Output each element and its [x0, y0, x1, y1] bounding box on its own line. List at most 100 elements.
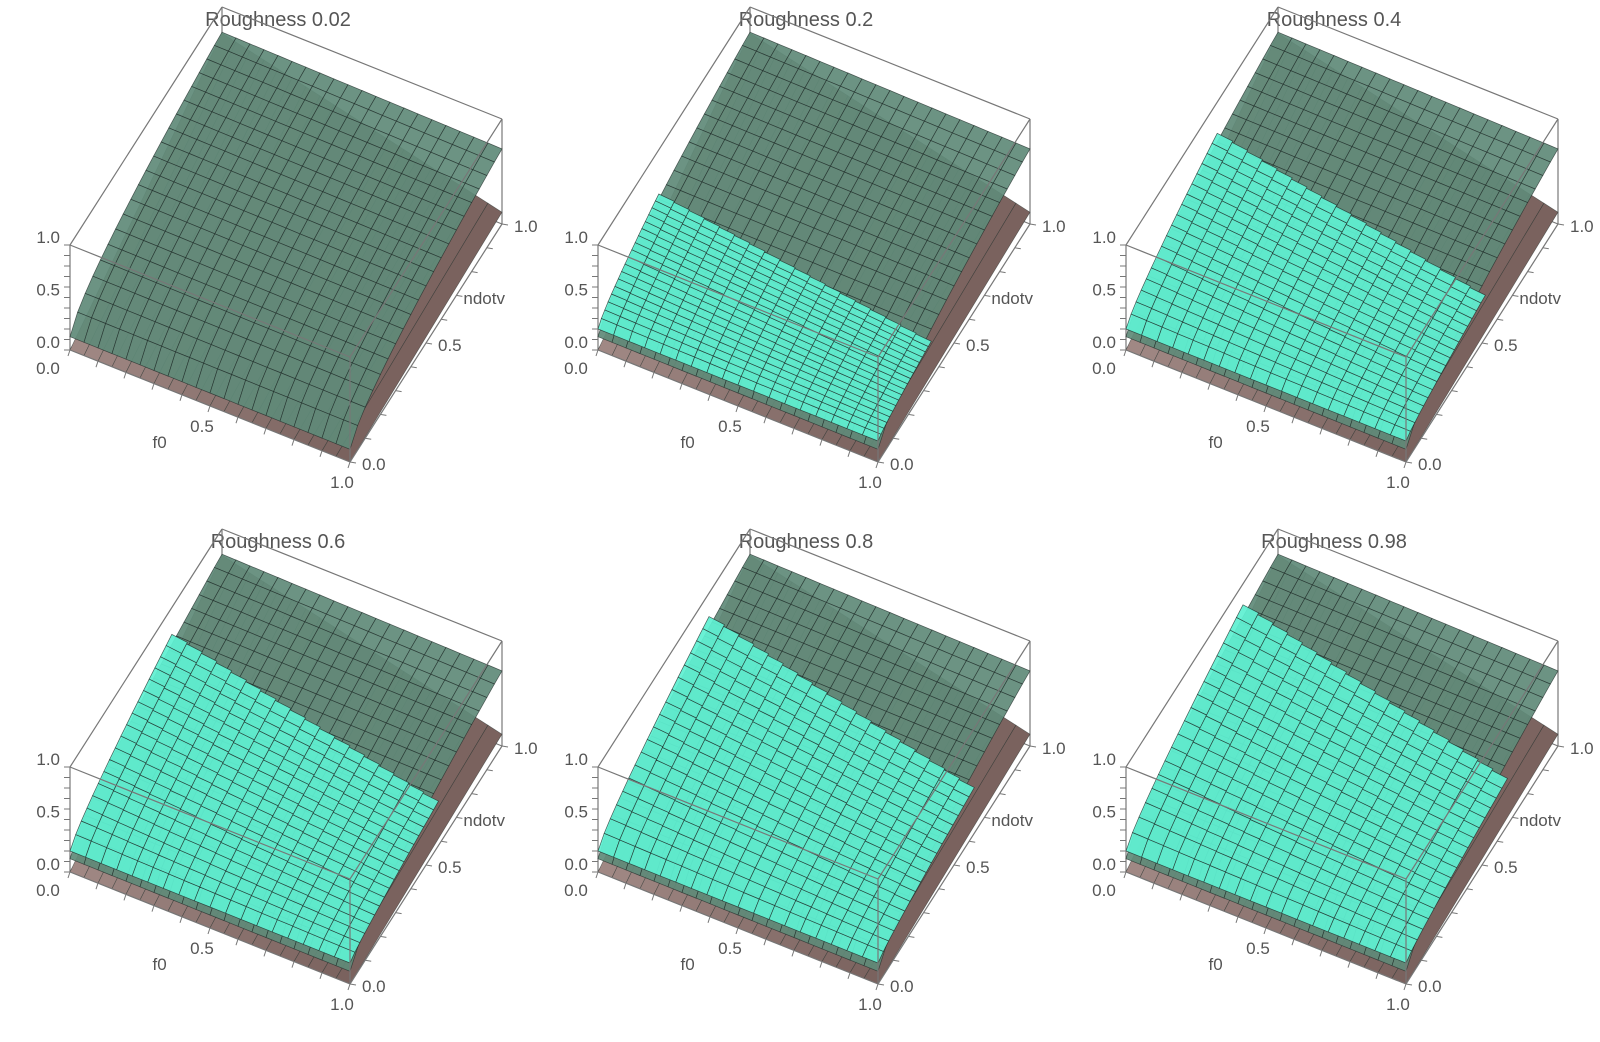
f0-tick-label: 0.0 [1092, 359, 1116, 378]
cyan-surface-cell [358, 755, 380, 774]
f0-tick-mark [679, 905, 683, 912]
f0-tick-mark [791, 428, 795, 435]
f0-tick-label: 0.0 [564, 881, 588, 900]
cyan-surface-cell [254, 690, 277, 710]
f0-tick-mark [347, 983, 351, 991]
surface-plot-panel: Roughness 0.6 0.0 0.5 1.0 f0 0.0 0.5 1.0 ndotv 0.… [0, 522, 538, 1042]
cyan-surface-cell [1345, 215, 1367, 233]
box-edge [1125, 244, 1407, 358]
ndotv-axis-label: ndotv [1519, 289, 1561, 308]
f0-tick-mark [763, 939, 767, 946]
ndotv-tick-label: 0.0 [1418, 977, 1442, 996]
f0-tick-mark [1375, 450, 1379, 457]
ndotv-tick-label: 1.0 [514, 217, 538, 236]
ndotv-axis-label: ndotv [463, 289, 505, 308]
ndotv-tick-mark [893, 437, 900, 440]
f0-tick-label: 0.5 [190, 417, 214, 436]
z-tick-label: 1.0 [564, 228, 588, 247]
box-edge [1405, 640, 1559, 880]
f0-tick-mark [735, 927, 739, 935]
z-tick-label: 0.5 [564, 281, 588, 300]
box-edge [1277, 6, 1559, 120]
ndotv-tick-mark [999, 793, 1006, 796]
surface-plot-panel: Roughness 0.8 0.0 0.5 1.0 f0 0.0 0.5 1.0 ndotv 0.… [528, 522, 1066, 1042]
ndotv-tick-label: 0.0 [362, 977, 386, 996]
surface-plot-panel: Roughness 0.4 0.0 0.5 1.0 f0 0.0 0.5 1.0 ndotv 0.… [1056, 0, 1594, 520]
box-edge [1277, 528, 1559, 642]
ndotv-tick-mark [486, 247, 493, 250]
ndotv-tick-mark [471, 793, 478, 796]
f0-tick-mark [123, 372, 127, 379]
ndotv-tick-mark [486, 769, 493, 772]
ndotv-tick-mark [1497, 318, 1504, 321]
ndotv-tick-mark [969, 318, 976, 321]
cyan-surface-cell [1412, 721, 1435, 742]
f0-tick-label: 0.0 [1092, 881, 1116, 900]
ndotv-tick-mark [1029, 223, 1037, 226]
plot-title: Roughness 0.02 [205, 9, 351, 31]
cyan-surface [1125, 132, 1486, 442]
f0-tick-mark [651, 894, 655, 901]
cyan-surface-cell [1420, 260, 1442, 277]
cyan-surface-cell [1265, 624, 1289, 646]
ndotv-tick-mark [1466, 366, 1473, 369]
surface-plot: Roughness 0.8 0.0 0.5 1.0 f0 0.0 0.5 1.0 ndotv 0.… [564, 528, 1066, 1014]
cyan-surface-cell [165, 633, 188, 654]
box-edge [221, 6, 503, 120]
cyan-surface-cell [1368, 692, 1391, 713]
ndotv-tick-mark [1557, 745, 1565, 748]
ndotv-tick-mark [1512, 294, 1519, 297]
f0-tick-mark [623, 883, 627, 890]
cyan-surface-cell [1294, 643, 1318, 665]
ndotv-tick-mark [1481, 864, 1489, 867]
ndotv-tick-mark [349, 461, 357, 464]
ndotv-tick-mark [365, 437, 372, 440]
f0-tick-mark [595, 349, 599, 357]
f0-tick-mark [1263, 927, 1267, 935]
f0-tick-label: 0.0 [36, 881, 60, 900]
f0-tick-mark [1291, 417, 1295, 424]
z-tick-label: 0.0 [36, 333, 60, 352]
cyan-surface-cell [731, 635, 755, 657]
f0-axis-label: f0 [1209, 433, 1223, 452]
f0-tick-mark [151, 383, 155, 390]
z-tick-label: 0.0 [1092, 333, 1116, 352]
ndotv-tick-mark [1405, 461, 1413, 464]
f0-tick-mark [791, 950, 795, 957]
ndotv-tick-mark [456, 294, 463, 297]
z-tick-label: 0.5 [36, 803, 60, 822]
ndotv-tick-label: 1.0 [1042, 739, 1066, 758]
f0-tick-mark [1403, 461, 1407, 469]
box-edge [69, 6, 223, 246]
box-edge [877, 118, 1031, 358]
cyan-surface-cell [700, 218, 721, 234]
f0-tick-mark [763, 417, 767, 424]
ndotv-tick-mark [1451, 912, 1458, 915]
f0-tick-mark [207, 405, 211, 413]
ndotv-tick-mark [441, 840, 448, 843]
ndotv-tick-mark [380, 935, 387, 938]
f0-tick-label: 0.5 [718, 417, 742, 436]
cyan-surface-cell [1360, 224, 1382, 242]
cyan-surface-cell [761, 655, 784, 676]
cyan-surface-cell [835, 703, 858, 723]
ndotv-tick-mark [893, 959, 900, 962]
cyan-surface-cell [1211, 132, 1234, 152]
z-tick-label: 0.5 [36, 281, 60, 300]
f0-tick-mark [1263, 405, 1267, 413]
f0-tick-mark [707, 394, 711, 401]
cyan-surface-cell [820, 693, 843, 714]
f0-tick-mark [1291, 939, 1295, 946]
ndotv-tick-mark [501, 223, 509, 226]
ndotv-tick-mark [1436, 935, 1443, 938]
plot-title: Roughness 0.8 [739, 531, 874, 553]
cyan-surface-cell [952, 779, 975, 798]
f0-tick-label: 1.0 [858, 995, 882, 1014]
cyan-surface-cell [1441, 741, 1465, 761]
ndotv-tick-mark [1527, 793, 1534, 796]
cyan-surface-cell [239, 681, 262, 701]
cyan-surface-cell [210, 662, 233, 682]
cyan-surface-cell [893, 741, 916, 761]
z-tick-label: 1.0 [36, 228, 60, 247]
cyan-surface-cell [1375, 233, 1397, 251]
